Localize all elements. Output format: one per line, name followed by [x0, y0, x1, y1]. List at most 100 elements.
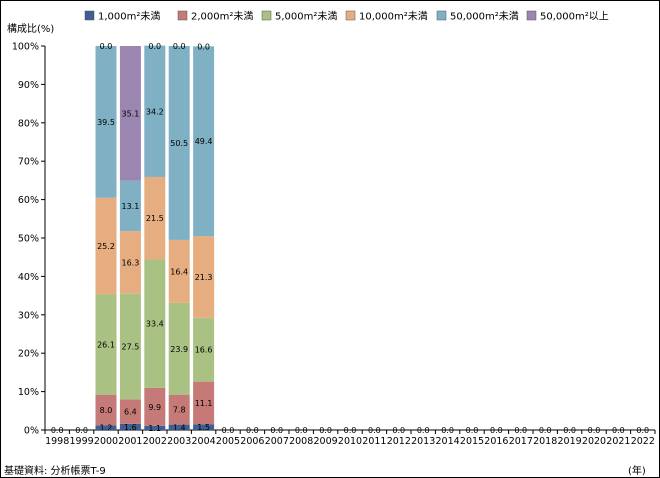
- bar-segment: [168, 394, 190, 425]
- legend-label: 50,000m²以上: [540, 11, 609, 23]
- bar-segment: [168, 239, 190, 303]
- y-tick-label: 10%: [18, 387, 39, 398]
- bar-segment: [193, 424, 215, 430]
- bar-segment: [144, 176, 166, 260]
- data-label: 0.0: [246, 426, 259, 435]
- data-label: 16.3: [121, 258, 139, 267]
- data-label: 16.6: [195, 346, 213, 355]
- y-tick-label: 50%: [18, 234, 39, 245]
- x-tick-label: 2016: [484, 436, 508, 447]
- data-label: 0.0: [173, 42, 186, 51]
- data-label: 27.5: [121, 342, 139, 351]
- x-tick-label: 2012: [387, 436, 411, 447]
- data-label: 0.0: [612, 426, 625, 435]
- data-label: 0.0: [319, 426, 332, 435]
- legend-label: 1,000m²未満: [98, 11, 160, 23]
- x-tick-label: 2007: [265, 436, 289, 447]
- data-label: 11.1: [195, 399, 213, 408]
- y-axis-title: 構成比(%): [7, 22, 54, 35]
- x-tick-label: 2022: [631, 436, 655, 447]
- bar-segment: [168, 302, 190, 395]
- bar-segment: [144, 259, 166, 388]
- data-label: 1.6: [124, 423, 137, 432]
- data-label: 6.4: [124, 408, 137, 417]
- legend-label: 50,000m²未満: [450, 11, 519, 23]
- x-tick-label: 2015: [460, 436, 484, 447]
- x-axis-unit: (年): [628, 466, 646, 477]
- y-tick-label: 30%: [18, 310, 39, 321]
- x-tick-label: 2021: [606, 436, 630, 447]
- data-label: 0.0: [563, 426, 576, 435]
- bar-segment: [119, 231, 141, 294]
- legend-swatch: [177, 10, 188, 21]
- bar-segment: [144, 45, 166, 177]
- bar-segment: [193, 381, 215, 425]
- data-label: 0.0: [295, 426, 308, 435]
- legend-swatch: [261, 10, 272, 21]
- bar-segment: [168, 424, 190, 430]
- data-label: 0.0: [270, 426, 283, 435]
- bar-segment: [193, 46, 215, 237]
- bar-segment: [119, 293, 141, 400]
- data-label: 0.0: [588, 426, 601, 435]
- x-tick-label: 1999: [70, 436, 94, 447]
- x-tick-label: 2020: [582, 436, 606, 447]
- x-tick-label: 2003: [167, 436, 191, 447]
- x-tick-label: 2013: [411, 436, 435, 447]
- bar-segment: [119, 423, 141, 430]
- legend-label: 10,000m²未満: [359, 11, 428, 23]
- bar-segment: [119, 399, 141, 424]
- bar-segment: [144, 425, 166, 430]
- data-label: 7.8: [173, 406, 186, 415]
- x-tick-label: 2018: [533, 436, 557, 447]
- data-label: 0.0: [441, 426, 454, 435]
- data-label: 16.4: [170, 267, 188, 276]
- data-label: 0.0: [466, 426, 479, 435]
- data-label: 13.1: [121, 202, 139, 211]
- data-label: 39.5: [97, 118, 115, 127]
- data-label: 49.4: [195, 137, 213, 146]
- legend-swatch: [436, 10, 447, 21]
- data-label: 1.4: [173, 423, 186, 432]
- bar-segment: [193, 236, 215, 318]
- y-tick-label: 0%: [24, 426, 39, 437]
- data-label: 0.0: [392, 426, 405, 435]
- data-label: 50.5: [170, 139, 188, 148]
- x-tick-label: 2001: [118, 436, 142, 447]
- data-label: 35.1: [121, 109, 139, 118]
- y-tick-label: 100%: [12, 42, 39, 53]
- y-tick-label: 80%: [18, 118, 39, 129]
- data-label: 1.2: [100, 424, 113, 433]
- data-label: 0.0: [539, 426, 552, 435]
- x-tick-label: 2010: [338, 436, 362, 447]
- x-tick-label: 2002: [143, 436, 167, 447]
- legend-swatch: [526, 10, 537, 21]
- data-label: 25.2: [97, 242, 115, 251]
- legend-swatch: [345, 10, 356, 21]
- bar-segment: [95, 425, 117, 430]
- x-tick-label: 1998: [45, 436, 69, 447]
- y-tick-label: 40%: [18, 272, 39, 283]
- y-tick-label: 20%: [18, 349, 39, 360]
- data-label: 0.0: [417, 426, 430, 435]
- bar-segment: [95, 294, 117, 395]
- x-tick-label: 2014: [436, 436, 460, 447]
- x-tick-label: 2006: [240, 436, 264, 447]
- data-label: 1.1: [148, 424, 161, 433]
- data-label: 26.1: [97, 341, 115, 350]
- data-label: 33.4: [146, 320, 164, 329]
- data-label: 34.2: [146, 107, 164, 116]
- data-label: 23.9: [170, 345, 188, 354]
- data-label: 21.3: [195, 273, 213, 282]
- x-tick-label: 2019: [558, 436, 582, 447]
- x-tick-label: 2017: [509, 436, 533, 447]
- x-tick-label: 2004: [192, 436, 216, 447]
- bar-segment: [193, 317, 215, 382]
- data-label: 0.0: [514, 426, 527, 435]
- y-tick-label: 90%: [18, 80, 39, 91]
- data-label: 9.9: [148, 403, 161, 412]
- data-label: 0.0: [222, 426, 235, 435]
- data-label: 0.0: [51, 426, 64, 435]
- bar-segment: [119, 180, 141, 232]
- x-tick-label: 2008: [289, 436, 313, 447]
